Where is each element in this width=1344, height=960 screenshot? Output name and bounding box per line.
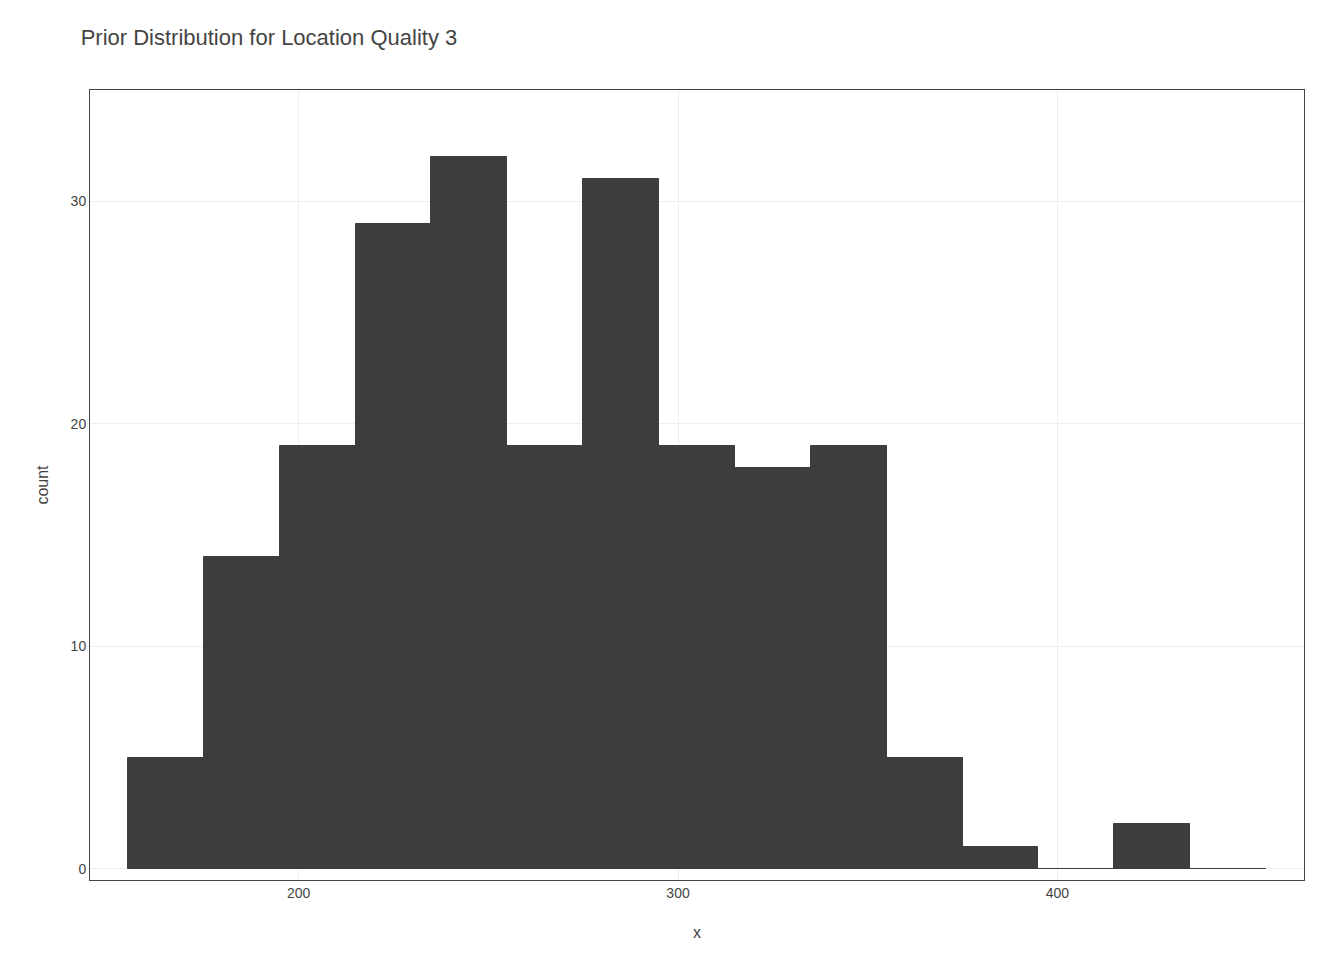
svg-text:400: 400: [1046, 885, 1070, 901]
svg-text:30: 30: [71, 193, 87, 209]
svg-text:300: 300: [666, 885, 690, 901]
svg-text:x: x: [693, 924, 701, 941]
svg-text:20: 20: [71, 416, 87, 432]
svg-text:Prior Distribution for Locatio: Prior Distribution for Location Quality …: [81, 25, 458, 50]
svg-text:0: 0: [78, 861, 86, 877]
svg-text:200: 200: [287, 885, 311, 901]
svg-text:10: 10: [71, 638, 87, 654]
svg-text:count: count: [34, 465, 51, 505]
